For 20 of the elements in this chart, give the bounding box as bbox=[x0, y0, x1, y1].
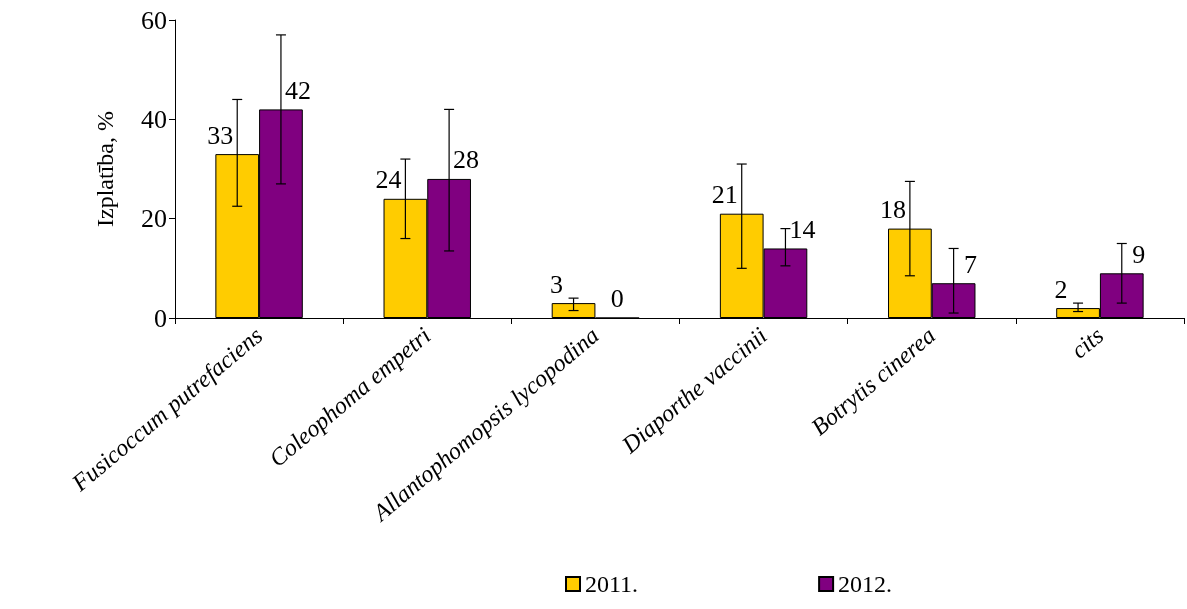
x-tick-label: cits bbox=[1066, 322, 1109, 364]
data-label: 3 bbox=[550, 269, 564, 299]
data-label: 42 bbox=[284, 75, 311, 105]
data-label: 24 bbox=[375, 165, 402, 195]
data-label: 14 bbox=[789, 214, 816, 244]
data-label: 7 bbox=[964, 249, 978, 279]
y-tick-label: 20 bbox=[141, 204, 167, 234]
data-label: 18 bbox=[879, 195, 906, 225]
legend-label: 2012. bbox=[838, 571, 893, 597]
data-label: 21 bbox=[711, 180, 738, 210]
data-label: 0 bbox=[610, 284, 624, 313]
data-label: 2 bbox=[1054, 274, 1068, 304]
legend-label: 2011. bbox=[585, 571, 639, 597]
y-axis-title: Izplatība, % bbox=[92, 111, 118, 227]
y-tick-label: 40 bbox=[141, 104, 167, 134]
data-label: 9 bbox=[1132, 239, 1146, 269]
y-tick-label: 0 bbox=[154, 303, 167, 333]
y-tick-label: 60 bbox=[141, 5, 167, 35]
data-label: 28 bbox=[453, 145, 480, 175]
data-label: 33 bbox=[207, 120, 234, 150]
